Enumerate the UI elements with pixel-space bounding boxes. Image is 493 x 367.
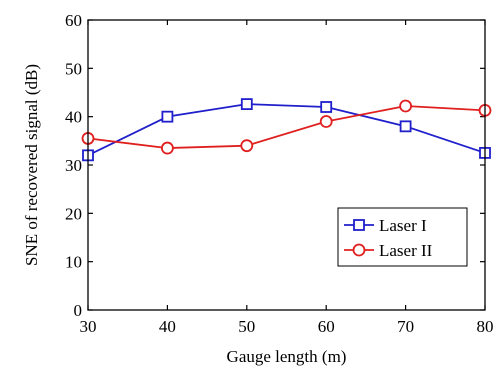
series-1 [82, 98, 491, 162]
data-point-marker [160, 141, 174, 155]
data-point-marker [240, 98, 253, 110]
x-axis-ticks: 30 40 50 60 70 80 [80, 20, 493, 336]
y-axis-title: SNE of recovered signal (dB) [22, 64, 41, 266]
legend-item: Laser II [344, 241, 433, 260]
data-point-marker [161, 110, 174, 123]
y-tick-label: 60 [65, 11, 82, 30]
legend-marker [352, 243, 366, 257]
y-tick-label: 50 [65, 59, 82, 78]
x-axis-title: Gauge length (m) [227, 347, 347, 366]
series-layer [81, 98, 492, 162]
legend-items: Laser I Laser II [344, 216, 433, 260]
series-line [87, 103, 486, 157]
x-tick-label: 80 [477, 317, 493, 336]
x-tick-label: 30 [80, 317, 97, 336]
x-tick-label: 70 [397, 317, 414, 336]
series-2 [81, 99, 492, 155]
data-point-marker [399, 99, 413, 113]
legend-label: Laser I [379, 216, 427, 235]
plot-frame [87, 19, 486, 311]
y-axis-ticks: 0 10 20 30 40 50 60 [65, 11, 485, 320]
data-point-marker [320, 101, 333, 113]
y-tick-label: 0 [74, 301, 83, 320]
series-line [87, 105, 486, 149]
x-tick-label: 40 [159, 317, 176, 336]
x-tick-label: 50 [238, 317, 255, 336]
y-tick-label: 40 [65, 108, 82, 127]
data-point-marker [319, 115, 333, 128]
data-point-marker [399, 120, 412, 133]
y-tick-label: 30 [65, 156, 82, 175]
legend-marker [353, 219, 365, 231]
y-tick-label: 10 [65, 253, 82, 272]
legend: Laser I Laser II [337, 207, 468, 267]
legend-item: Laser I [344, 216, 427, 235]
data-point-marker [240, 139, 254, 153]
y-tick-label: 20 [65, 204, 82, 223]
legend-label: Laser II [379, 241, 433, 260]
x-tick-label: 60 [318, 317, 335, 336]
